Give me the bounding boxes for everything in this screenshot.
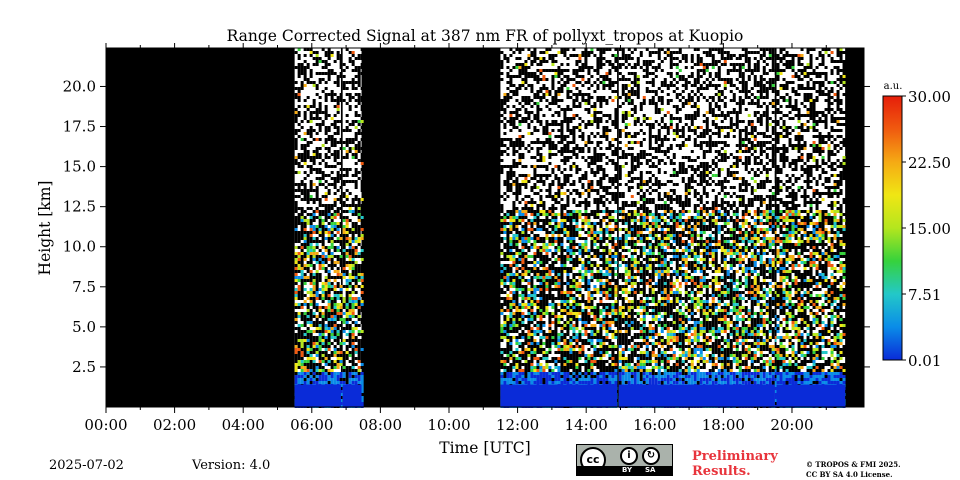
measurement-period-3 <box>618 48 778 408</box>
share-alike-icon: ↻ <box>642 447 660 465</box>
cc-badge-bar: BY SA <box>577 466 672 475</box>
measurement-period-4 <box>776 48 846 408</box>
y-tick-label: 15.0 <box>63 158 96 176</box>
y-tick-label: 5.0 <box>72 318 96 336</box>
colorbar-tick-label: 0.01 <box>908 352 941 370</box>
near-surface-band <box>500 384 618 407</box>
measurement-period-0 <box>294 48 343 408</box>
colorbar-tick-label: 7.51 <box>908 286 941 304</box>
x-tick-label: 10:00 <box>427 416 470 434</box>
y-tick-label: 10.0 <box>63 238 96 256</box>
x-tick-label: 16:00 <box>633 416 676 434</box>
colorbar: 30.00 22.50 15.00 7.51 0.01 <box>882 88 951 370</box>
x-tick-label: 20:00 <box>770 416 813 434</box>
colorbar-tick-label: 15.00 <box>908 220 951 238</box>
x-tick-label: 06:00 <box>290 416 333 434</box>
x-tick-label: 02:00 <box>153 416 196 434</box>
near-surface-band <box>342 384 362 407</box>
colorbar-gradient <box>882 95 903 361</box>
cc-logo-text: cc <box>586 453 600 466</box>
cc-sa-label: SA <box>645 466 656 474</box>
plot-area <box>105 47 865 408</box>
y-tick-label: 12.5 <box>63 198 96 216</box>
plot-frame <box>105 47 865 408</box>
measurement-period-2 <box>500 48 618 408</box>
attribution-icon: i <box>620 447 638 465</box>
x-tick-label: 08:00 <box>359 416 402 434</box>
preliminary-line2: Results. <box>692 464 751 479</box>
x-tick-label: 12:00 <box>496 416 539 434</box>
colorbar-unit: a.u. <box>884 81 903 92</box>
x-tick-label: 04:00 <box>222 416 265 434</box>
x-axis: 00:00 02:00 04:00 06:00 08:00 10:00 12:00 14:00… <box>84 43 827 434</box>
colorbar-tick-label: 22.50 <box>908 154 951 172</box>
colorbar-tick-label: 30.00 <box>908 88 951 106</box>
cc-license-badge[interactable]: cc i ↻ BY SA <box>576 444 673 476</box>
x-axis-label: Time [UTC] <box>439 439 530 457</box>
x-tick-label: 14:00 <box>565 416 608 434</box>
x-tick-label: 18:00 <box>702 416 745 434</box>
cc-by-label: BY <box>622 466 633 474</box>
near-surface-band <box>618 384 775 407</box>
license-line2: CC BY SA 4.0 License. <box>806 470 893 479</box>
chart-title: Range Corrected Signal at 387 nm FR of p… <box>227 27 744 45</box>
x-tick-label: 00:00 <box>84 416 127 434</box>
license-notice: © TROPOS & FMI 2025. CC BY SA 4.0 Licens… <box>806 460 901 480</box>
version-label: Version: 4.0 <box>192 458 271 473</box>
y-tick-label: 7.5 <box>72 278 96 296</box>
y-tick-label: 2.5 <box>72 358 96 376</box>
y-axis-label: Height [km] <box>36 181 54 276</box>
measurement-period-1 <box>342 48 364 408</box>
license-line1: © TROPOS & FMI 2025. <box>806 460 901 469</box>
date-label: 2025-07-02 <box>49 458 124 473</box>
y-axis: 2.5 5.0 7.5 10.0 12.5 15.0 17.5 20.0 <box>63 77 870 376</box>
y-tick-label: 20.0 <box>63 77 96 95</box>
preliminary-notice: Preliminary Results. <box>692 449 778 479</box>
preliminary-line1: Preliminary <box>692 449 778 464</box>
near-surface-band <box>294 384 341 407</box>
y-tick-label: 17.5 <box>63 118 96 136</box>
near-surface-band <box>776 384 846 407</box>
